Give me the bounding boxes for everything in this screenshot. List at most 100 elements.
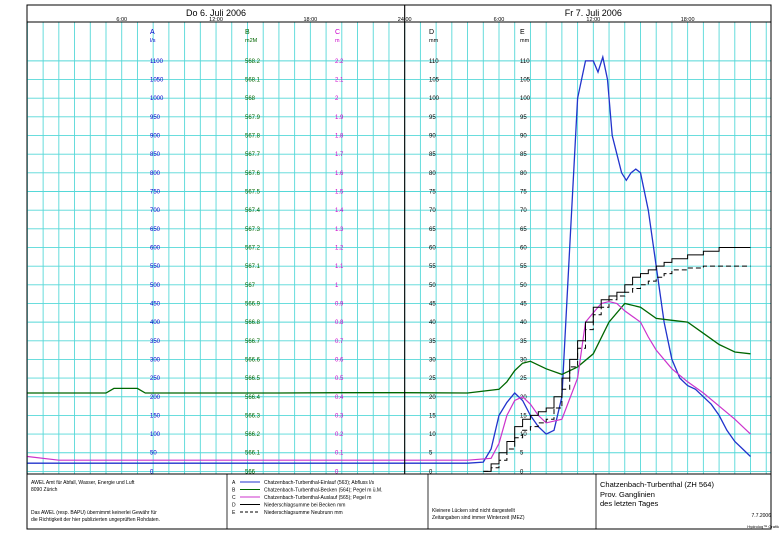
axis-tick-label: 566.4 <box>245 395 261 401</box>
axis-tick-label: 567 <box>245 283 256 289</box>
axis-tick-label: 40 <box>520 320 527 326</box>
axis-tick-label: 0.1 <box>335 451 344 457</box>
axis-tick-label: 100 <box>150 432 161 438</box>
series-line-a <box>27 54 751 464</box>
report-date: 7.7.2006 <box>751 513 771 519</box>
axis-tick-label: 566.6 <box>245 357 261 363</box>
axis-tick-label: 566.8 <box>245 320 261 326</box>
axis-tick-label: 1100 <box>150 59 164 65</box>
time-tick-label: 24:00 <box>398 17 412 23</box>
axis-tick-label: 567.3 <box>245 227 261 233</box>
axis-tick-label: 95 <box>520 115 527 121</box>
axis-unit: mm <box>429 38 439 44</box>
axis-tick-label: 55 <box>429 264 436 270</box>
axis-tick-label: 100 <box>520 96 531 102</box>
axis-tick-label: 0 <box>429 469 433 475</box>
axis-tick-label: 567.8 <box>245 134 261 140</box>
axis-tick-label: 0.8 <box>335 320 344 326</box>
axis-tick-label: 200 <box>150 395 161 401</box>
legend-letter: C <box>232 495 236 501</box>
axis-tick-label: 1.2 <box>335 245 344 251</box>
axis-tick-label: 85 <box>520 152 527 158</box>
axis-tick-label: 350 <box>150 339 161 345</box>
chart-legend: A Chatzenbach-Turbenthal-Einlauf (563); A… <box>232 480 383 516</box>
axis-tick-label: 0 <box>150 469 154 475</box>
axis-tick-label: 50 <box>150 451 157 457</box>
axis-tick-label: 25 <box>520 376 527 382</box>
axis-tick-label: 150 <box>150 413 161 419</box>
axis-tick-label: 1000 <box>150 96 164 102</box>
time-tick-label: 12:00 <box>586 17 600 23</box>
axis-letter: C <box>335 29 340 36</box>
axis-tick-label: 1.8 <box>335 134 344 140</box>
axis-tick-label: 1050 <box>150 78 164 84</box>
axis-tick-label: 568.2 <box>245 59 261 65</box>
axis-tick-label: 750 <box>150 190 161 196</box>
axis-tick-label: 1.6 <box>335 171 344 177</box>
axis-tick-label: 20 <box>429 395 436 401</box>
axis-tick-label: 0 <box>520 469 524 475</box>
axis-tick-label: 950 <box>150 115 161 121</box>
axis-tick-label: 35 <box>520 339 527 345</box>
axis-tick-label: 567.9 <box>245 115 261 121</box>
axis-letter: A <box>150 29 155 36</box>
legend-letter: D <box>232 503 236 509</box>
axis-tick-label: 75 <box>520 190 527 196</box>
axis-tick-label: 15 <box>520 413 527 419</box>
axis-tick-label: 2.2 <box>335 59 344 65</box>
axis-tick-label: 60 <box>520 245 527 251</box>
axis-tick-label: 95 <box>429 115 436 121</box>
axis-tick-label: 105 <box>429 78 440 84</box>
axis-tick-label: 0 <box>335 469 339 475</box>
axis-tick-label: 35 <box>429 339 436 345</box>
axis-tick-label: 85 <box>429 152 436 158</box>
axis-tick-label: 60 <box>429 245 436 251</box>
axis-tick-label: 500 <box>150 283 161 289</box>
legend-label: Chatzenbach-Turbenthal-Einlauf (563); Ab… <box>264 480 375 486</box>
series-line-b <box>27 302 751 394</box>
axis-tick-label: 100 <box>429 96 440 102</box>
axis-tick-label: 90 <box>520 134 527 140</box>
axis-tick-label: 1 <box>335 283 339 289</box>
axis-tick-label: 5 <box>429 451 433 457</box>
axis-tick-label: 65 <box>429 227 436 233</box>
axis-tick-label: 700 <box>150 208 161 214</box>
legend-label: Chatzenbach-Turbenthal-Becken (564); Peg… <box>264 488 383 494</box>
axis-tick-label: 0.9 <box>335 301 344 307</box>
axis-tick-label: 0.2 <box>335 432 344 438</box>
outer-frame <box>26 4 772 530</box>
axis-tick-label: 0.3 <box>335 413 344 419</box>
axis-tick-label: 65 <box>520 227 527 233</box>
axis-tick-label: 90 <box>429 134 436 140</box>
axis-tick-label: 0.6 <box>335 357 344 363</box>
axis-tick-label: 1.7 <box>335 152 344 158</box>
day2-label: Fr 7. Juli 2006 <box>565 8 622 18</box>
axis-tick-label: 50 <box>429 283 436 289</box>
chart-grid <box>26 22 771 474</box>
axis-letter: E <box>520 29 525 36</box>
legend-letter: A <box>232 480 236 486</box>
axis-tick-label: 566.2 <box>245 432 261 438</box>
axis-tick-label: 40 <box>429 320 436 326</box>
axis-tick-label: 300 <box>150 357 161 363</box>
axis-tick-label: 1.4 <box>335 208 344 214</box>
axis-tick-label: 80 <box>429 171 436 177</box>
axis-unit: m <box>335 38 340 44</box>
axis-unit: m2M <box>245 38 258 44</box>
axis-tick-label: 2.1 <box>335 78 344 84</box>
axis-tick-label: 1.9 <box>335 115 344 121</box>
axis-tick-label: 568 <box>245 96 256 102</box>
axis-tick-label: 550 <box>150 264 161 270</box>
time-tick-label: 12:00 <box>209 17 223 23</box>
axis-tick-label: 568.1 <box>245 78 261 84</box>
axis-tick-label: 55 <box>520 264 527 270</box>
axis-tick-label: 250 <box>150 376 161 382</box>
legend-letter: B <box>232 488 236 494</box>
axis-tick-label: 567.2 <box>245 245 261 251</box>
timezone-note: Kleinere Lücken sind nicht dargestellt Z… <box>432 508 525 521</box>
axis-tick-label: 566.1 <box>245 451 261 457</box>
time-tick-label: 18:00 <box>303 17 317 23</box>
legend-label: Niederschlagsumme bei Becken mm <box>264 503 345 509</box>
series-line-c <box>27 300 751 461</box>
